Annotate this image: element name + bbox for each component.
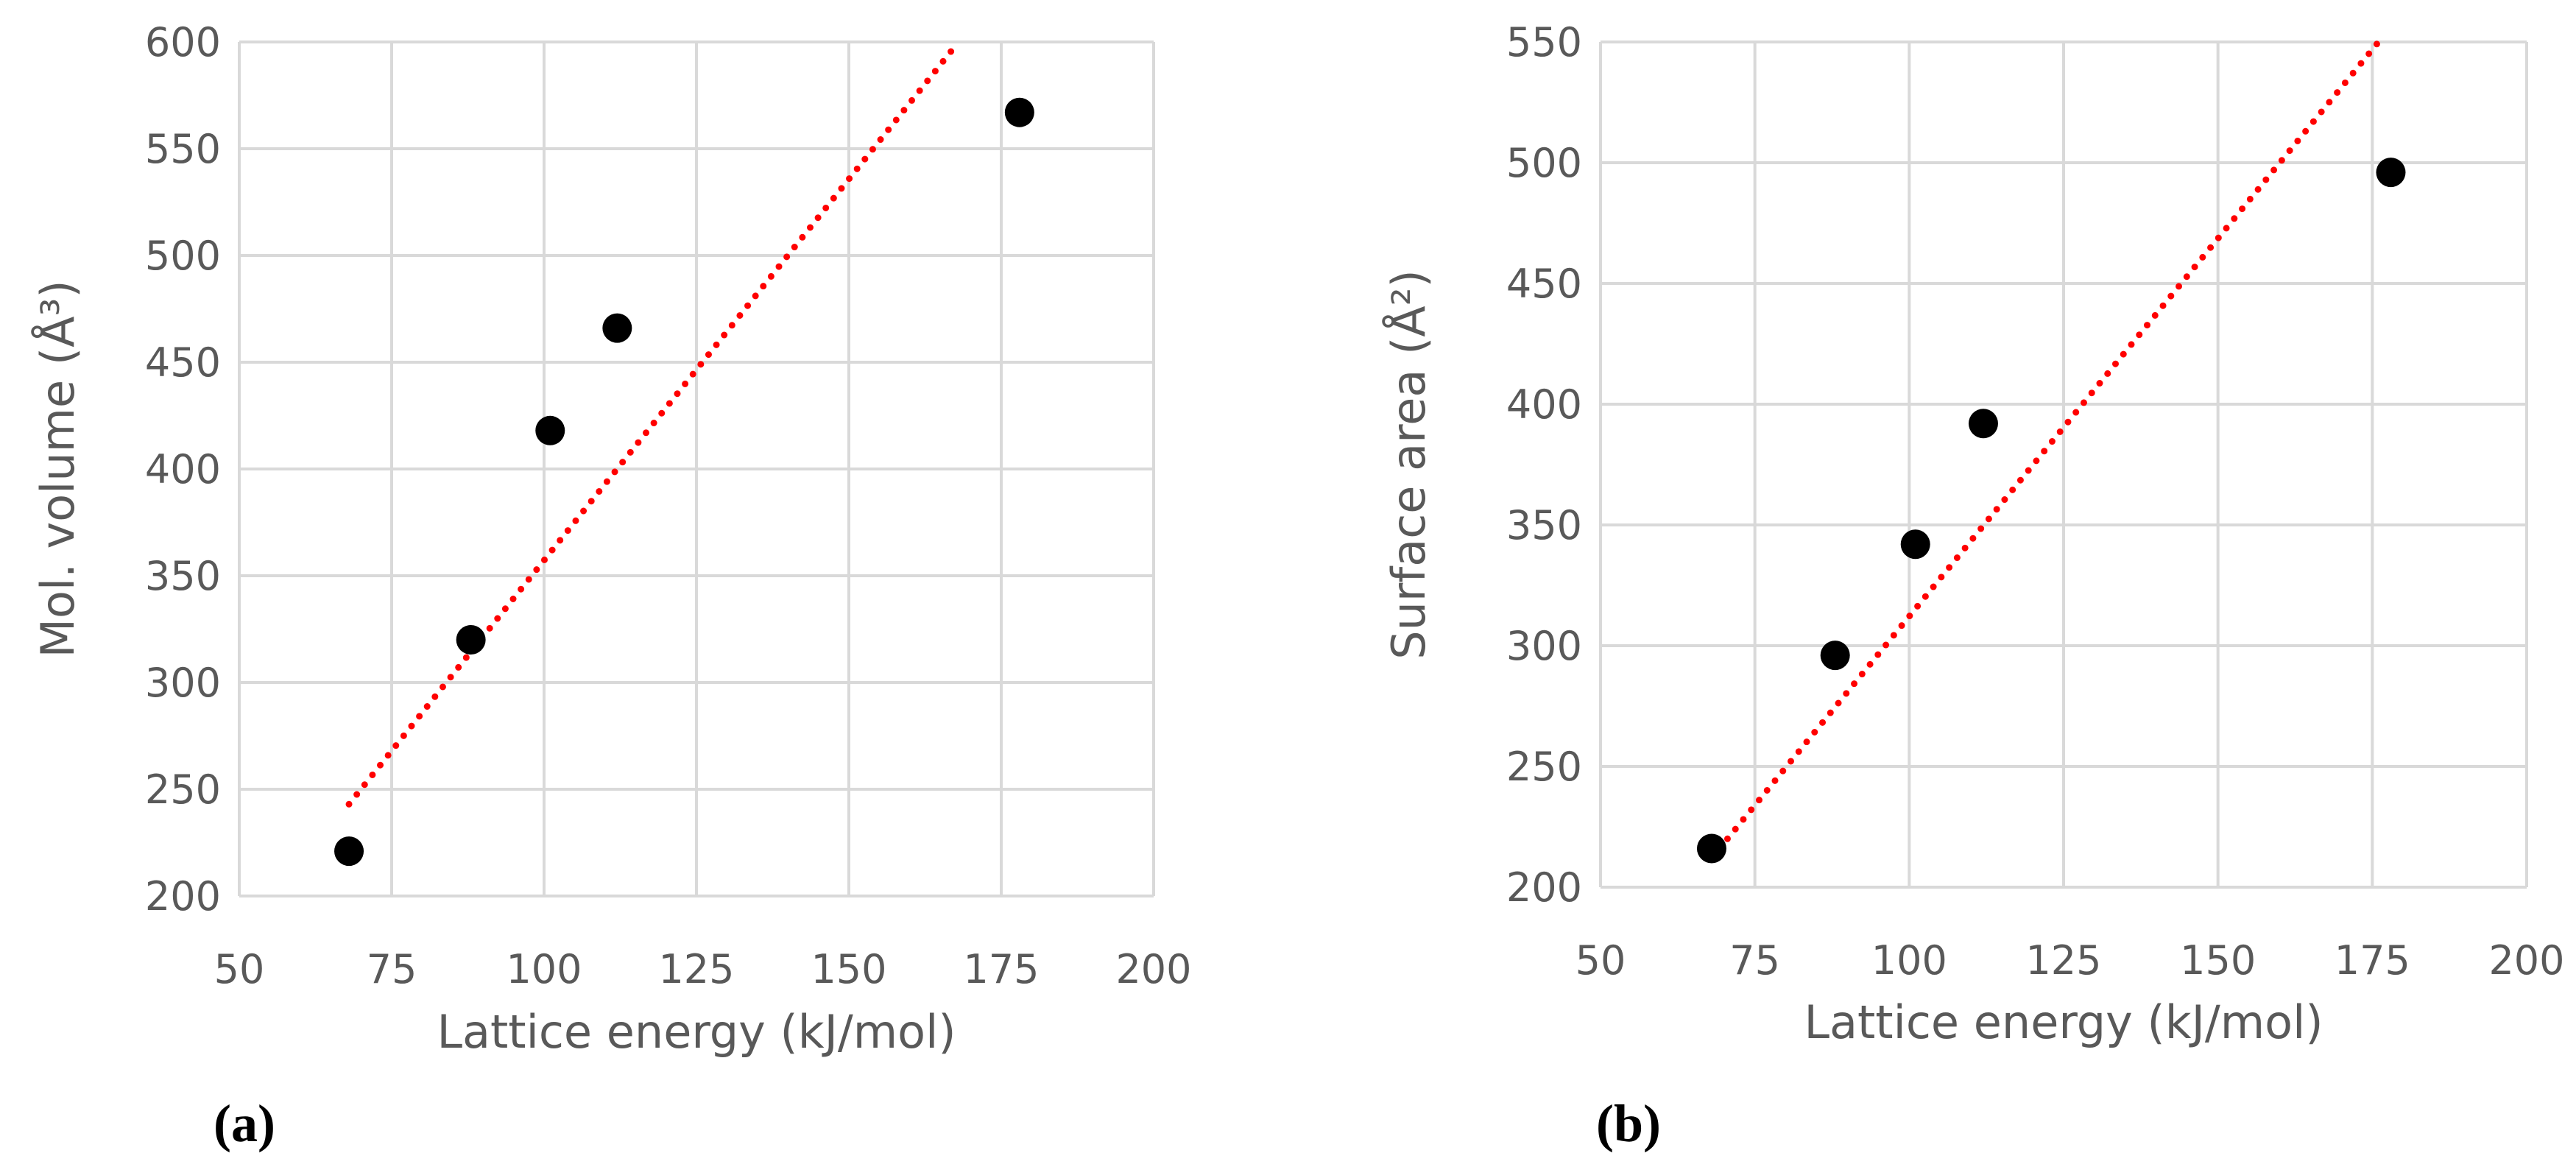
chart-panel-a: 200 250 300 350 400 450 500 550 600 50 75 100 125 150… [31,19,1192,1153]
data-point [602,313,632,343]
y-tick-label: 400 [145,446,221,493]
data-point [456,625,486,655]
data-point [1900,529,1930,560]
x-axis-title: Lattice energy (kJ/mol) [437,1005,956,1059]
trendline-b [1708,38,2382,862]
x-tick-label: 175 [963,946,1039,992]
x-tick-label: 200 [1115,946,1191,992]
data-point [334,836,364,867]
y-axis-title: Surface area (Å²) [1382,269,1436,660]
y-tick-label: 450 [145,339,221,386]
y-tick-label: 400 [1506,381,1582,428]
x-tick-label: 175 [2335,937,2410,984]
x-tick-label: 200 [2488,937,2564,984]
y-tick-label: 350 [1506,502,1582,549]
y-tick-label: 600 [145,19,221,66]
gridlines-a [238,40,1155,897]
y-tick-label: 500 [1506,140,1582,186]
x-tick-label: 125 [658,946,734,992]
x-tick-label: 150 [2180,937,2256,984]
x-tick-label: 50 [1575,937,1626,984]
y-tick-label: 500 [145,233,221,279]
x-tick-label: 50 [214,946,265,992]
gridlines-b [1599,40,2528,889]
data-point [1696,833,1726,864]
y-tick-label: 300 [145,660,221,706]
x-tick-label: 150 [811,946,886,992]
panel-label: (a) [214,1094,275,1153]
x-tick-label: 100 [506,946,582,992]
trendline-a [345,38,962,808]
y-tick-label: 250 [145,766,221,813]
data-point [1968,409,1998,439]
x-tick-label: 75 [367,946,417,992]
x-tick-label: 100 [1871,937,1947,984]
data-point [535,415,565,445]
y-tick-label: 450 [1506,261,1582,307]
x-tick-label: 125 [2025,937,2101,984]
data-point [2376,158,2406,188]
data-point [1820,641,1850,671]
y-tick-label: 200 [145,873,221,920]
y-tick-label: 550 [1506,19,1582,66]
panel-label: (b) [1596,1094,1661,1153]
y-tick-label: 250 [1506,744,1582,790]
y-tick-label: 350 [145,553,221,599]
y-tick-label: 200 [1506,864,1582,911]
x-tick-label: 75 [1729,937,1780,984]
y-axis-title: Mol. volume (Å³) [31,280,85,657]
chart-panel-b: 200 250 300 350 400 450 500 550 50 75 100 125 150 175… [1382,19,2565,1153]
data-point [1004,97,1034,127]
y-tick-label: 300 [1506,623,1582,669]
x-axis-title: Lattice energy (kJ/mol) [1804,995,2323,1049]
y-tick-label: 550 [145,126,221,172]
